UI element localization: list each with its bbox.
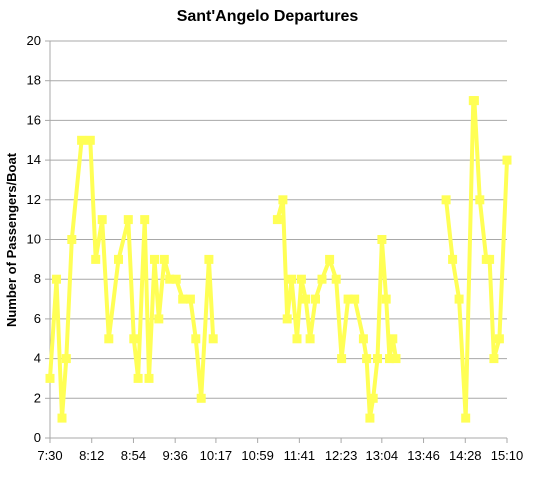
y-tick-label: 18	[27, 73, 41, 88]
y-tick-label: 20	[27, 33, 41, 48]
data-point	[385, 354, 394, 364]
data-point	[475, 195, 485, 205]
y-tick-label: 0	[34, 430, 41, 445]
data-point	[67, 235, 77, 244]
x-tick-label: 12:23	[325, 448, 358, 463]
x-tick-label: 13:04	[366, 448, 399, 463]
data-point	[52, 274, 61, 284]
data-point	[133, 373, 143, 383]
data-point	[292, 334, 302, 344]
x-tick-label: 8:12	[79, 448, 104, 463]
data-point	[311, 294, 320, 304]
data-point	[373, 354, 382, 364]
data-point	[104, 334, 114, 344]
y-tick-labels: 0 2 4 6 8 10 12 14 16 18 20	[27, 33, 41, 445]
data-point	[77, 135, 87, 145]
x-tick-label: 8:54	[121, 448, 146, 463]
data-point	[388, 334, 398, 344]
data-point	[45, 373, 55, 383]
data-point	[140, 215, 150, 225]
y-tick-label: 4	[34, 351, 41, 366]
data-point	[154, 314, 164, 324]
data-point	[365, 413, 375, 423]
axes	[45, 40, 508, 443]
data-point	[61, 354, 71, 364]
y-tick-label: 14	[27, 152, 41, 167]
data-point	[287, 274, 297, 284]
data-point	[502, 155, 512, 165]
x-tick-label: 15:10	[491, 448, 524, 463]
data-point	[469, 96, 479, 106]
data-point	[305, 334, 315, 344]
data-point	[114, 254, 123, 264]
series-line-segment	[275, 197, 398, 421]
y-tick-label: 10	[27, 232, 41, 247]
x-tick-labels: 7:30 8:12 8:54 9:36 10:17 10:59 11:41 12:23 13:0…	[37, 448, 523, 463]
gridlines	[50, 40, 507, 439]
data-point	[381, 294, 391, 304]
data-point	[204, 254, 214, 264]
data-point	[159, 254, 169, 264]
data-point	[343, 294, 353, 304]
data-point	[178, 294, 188, 304]
data-point	[362, 354, 372, 364]
data-point	[129, 334, 139, 344]
data-point	[191, 334, 201, 344]
data-point	[91, 254, 101, 264]
data-point	[337, 354, 347, 364]
data-point	[489, 354, 499, 364]
x-tick-label: 10:17	[200, 448, 233, 463]
y-tick-label: 8	[34, 271, 41, 286]
data-point	[165, 274, 175, 284]
data-point	[123, 215, 133, 225]
data-point	[454, 294, 464, 304]
data-point	[494, 334, 504, 344]
data-point	[272, 215, 282, 225]
data-point	[331, 274, 341, 284]
data-point	[448, 254, 458, 264]
x-tick-label: 14:28	[449, 448, 482, 463]
data-point	[208, 334, 218, 344]
data-point	[461, 413, 471, 423]
data-point	[278, 195, 288, 205]
data-point	[391, 354, 401, 364]
data-point	[185, 294, 195, 304]
data-point	[301, 294, 311, 304]
data-series	[45, 96, 512, 423]
data-point	[282, 314, 292, 324]
data-point	[57, 413, 67, 423]
data-point	[150, 254, 159, 264]
x-tick-label: 13:46	[407, 448, 440, 463]
data-point	[377, 235, 387, 244]
y-tick-label: 2	[34, 390, 41, 405]
y-tick-label: 6	[34, 311, 41, 326]
y-tick-label: 16	[27, 112, 41, 127]
data-point	[358, 334, 368, 344]
data-point	[97, 215, 107, 225]
data-point	[196, 393, 206, 403]
data-point	[85, 135, 95, 145]
chart-title: Sant'Angelo Departures	[176, 8, 359, 25]
x-tick-label: 10:59	[241, 448, 274, 463]
x-tick-label: 11:41	[284, 448, 316, 463]
data-point	[368, 393, 378, 403]
data-point	[485, 254, 495, 264]
x-tick-label: 9:36	[163, 448, 188, 463]
data-point	[296, 274, 306, 284]
y-tick-label: 12	[27, 192, 41, 207]
x-tick-label: 7:30	[37, 448, 62, 463]
y-axis-label: Number of Passengers/Boat	[4, 152, 19, 327]
data-point	[325, 254, 335, 264]
data-point	[441, 195, 451, 205]
data-point	[144, 373, 154, 383]
data-point	[171, 274, 181, 284]
data-point	[350, 294, 360, 304]
data-point	[317, 274, 327, 284]
